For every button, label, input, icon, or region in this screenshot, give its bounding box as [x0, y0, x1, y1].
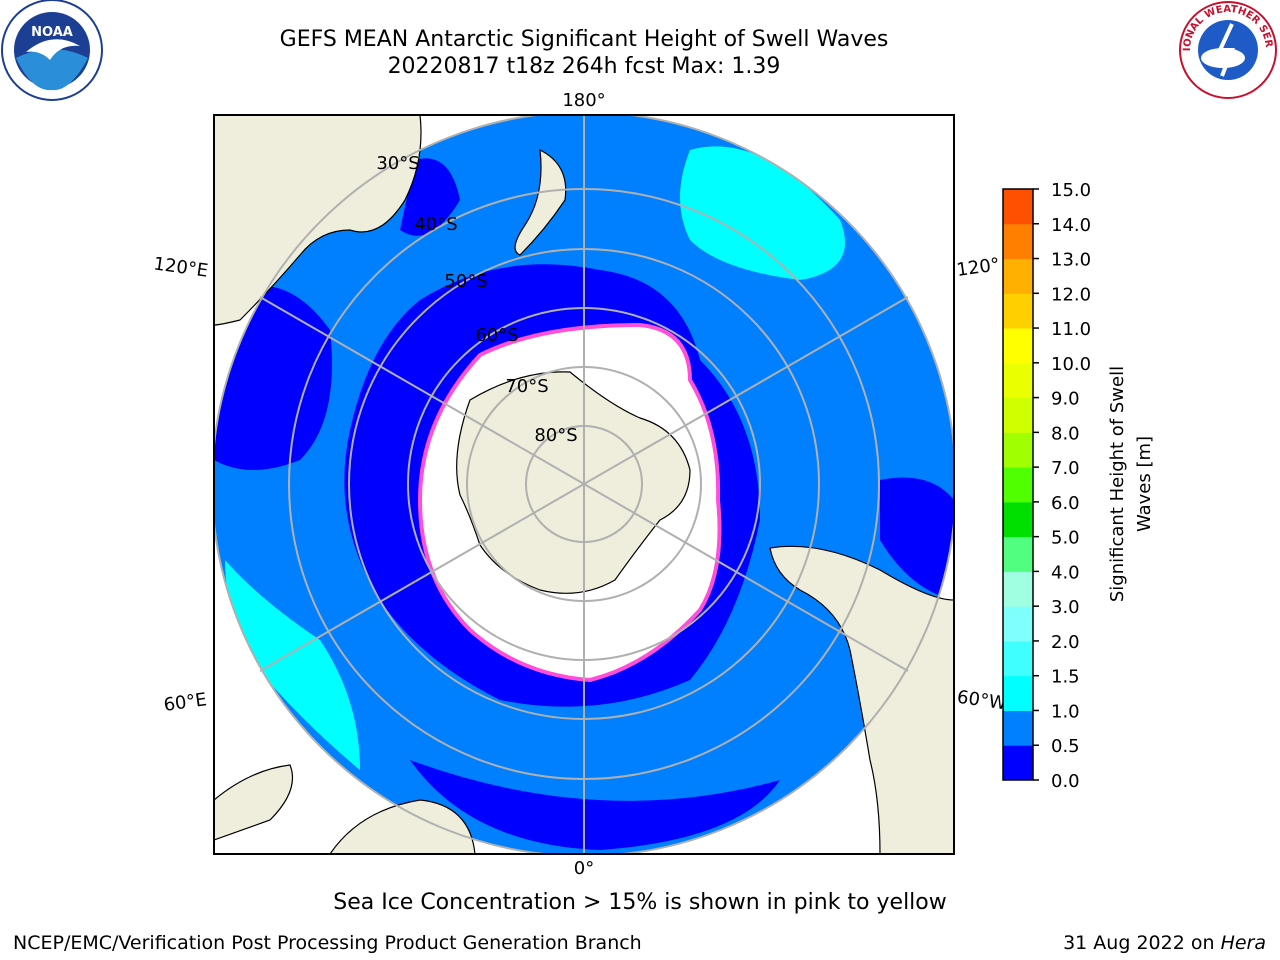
swell-band-low-east: [880, 477, 954, 600]
colorbar-tick-label: 2.0: [1051, 632, 1080, 653]
map-frame: [213, 114, 955, 855]
colorbar-swatch: [1003, 606, 1033, 642]
colorbar-tick-label: 3.0: [1051, 597, 1080, 618]
colorbar-swatch: [1003, 501, 1033, 538]
colorbar-tick-label: 14.0: [1051, 215, 1091, 236]
colorbar-tick-label: 1.5: [1051, 667, 1080, 688]
colorbar-swatch: [1003, 432, 1033, 468]
colorbar-swatch: [1003, 397, 1033, 433]
south-america-landmass: [769, 545, 954, 854]
colorbar-label-line2: Waves [m]: [1134, 436, 1155, 532]
swell-band-low-north: [400, 158, 460, 236]
colorbar-swatch: [1003, 467, 1033, 503]
noaa-logo: NOAA: [1, 0, 103, 101]
lat-label-70s: 70°S: [505, 376, 548, 397]
colorbar-tick-label: 6.0: [1051, 493, 1080, 514]
colorbar-outline: [1002, 188, 1034, 781]
swell-patch-cyan-sw: [225, 560, 360, 770]
colorbar-swatch: [1003, 223, 1033, 260]
colorbar-swatch: [1003, 189, 1033, 225]
colorbar-swatch: [1003, 745, 1033, 781]
footer-date: 31 Aug 2022 on Hera: [1063, 932, 1266, 954]
antarctica-landmass: [456, 371, 691, 594]
swell-patch-cyan-ne: [680, 146, 845, 280]
colorbar-tick-label: 1.0: [1051, 701, 1080, 722]
footer-host: Hera: [1220, 932, 1266, 954]
new-zealand-landmass: [514, 148, 567, 256]
footer-credit: NCEP/EMC/Verification Post Processing Pr…: [13, 932, 642, 954]
lon-label-bottom: 0°: [574, 858, 594, 879]
lat-label-50s: 50°S: [444, 271, 487, 292]
colorbar-tick-label: 13.0: [1051, 250, 1091, 271]
footer-date-text: 31 Aug 2022 on: [1063, 932, 1221, 954]
colorbar-tick-label: 8.0: [1051, 423, 1080, 444]
colorbar-tick-label: 7.0: [1051, 458, 1080, 479]
lat-label-60s: 60°S: [475, 325, 518, 346]
noaa-logo-text: NOAA: [31, 25, 73, 40]
colorbar-swatch: [1003, 258, 1033, 294]
colorbar-swatch: [1003, 640, 1033, 677]
africa-landmass: [329, 799, 476, 854]
colorbar-tick-label: 0.0: [1051, 771, 1080, 792]
colorbar-swatch: [1003, 362, 1033, 399]
colorbar-tick-label: 10.0: [1051, 354, 1091, 375]
swell-band-low-south: [410, 760, 780, 850]
colorbar-swatch: [1003, 293, 1033, 329]
chart-subtitle: 20220817 t18z 264h fcst Max: 1.39: [387, 54, 781, 79]
colorbar-tick-label: 9.0: [1051, 389, 1080, 410]
colorbar-tick-label: 0.5: [1051, 736, 1080, 757]
colorbar-ticks: 0.0 0.5 1.0 1.5 2.0 3.0 4.0 5.0 6.0 7.0 8.0 9.0 10.0…: [1033, 180, 1091, 792]
colorbar-swatch: [1003, 536, 1033, 572]
colorbar-tick-label: 15.0: [1051, 180, 1091, 201]
lat-label-80s: 80°S: [534, 425, 577, 446]
australia-landmass: [214, 115, 422, 326]
colorbar-swatch: [1003, 710, 1033, 746]
chart-title: GEFS MEAN Antarctic Significant Height o…: [279, 27, 889, 52]
colorbar-swatch: [1003, 675, 1033, 711]
colorbar-tick-label: 5.0: [1051, 528, 1080, 549]
lat-label-30s: 30°S: [376, 153, 419, 174]
madagascar-landmass: [214, 764, 294, 841]
colorbar-swatch: [1003, 328, 1033, 364]
colorbar-tick-label: 11.0: [1051, 319, 1091, 340]
colorbar-swatches: [1003, 189, 1033, 781]
colorbar-label-line1: Significant Height of Swell: [1107, 366, 1128, 602]
map-graticule: [214, 115, 954, 854]
sea-ice-note: Sea Ice Concentration > 15% is shown in …: [333, 890, 947, 915]
colorbar-tick-label: 4.0: [1051, 562, 1080, 583]
lat-label-40s: 40°S: [414, 214, 457, 235]
nws-logo: NATIONAL WEATHER SERVICE: [1178, 0, 1277, 99]
colorbar-swatch: [1003, 571, 1033, 607]
lon-label-top: 180°: [562, 90, 605, 111]
colorbar-tick-label: 12.0: [1051, 284, 1091, 305]
